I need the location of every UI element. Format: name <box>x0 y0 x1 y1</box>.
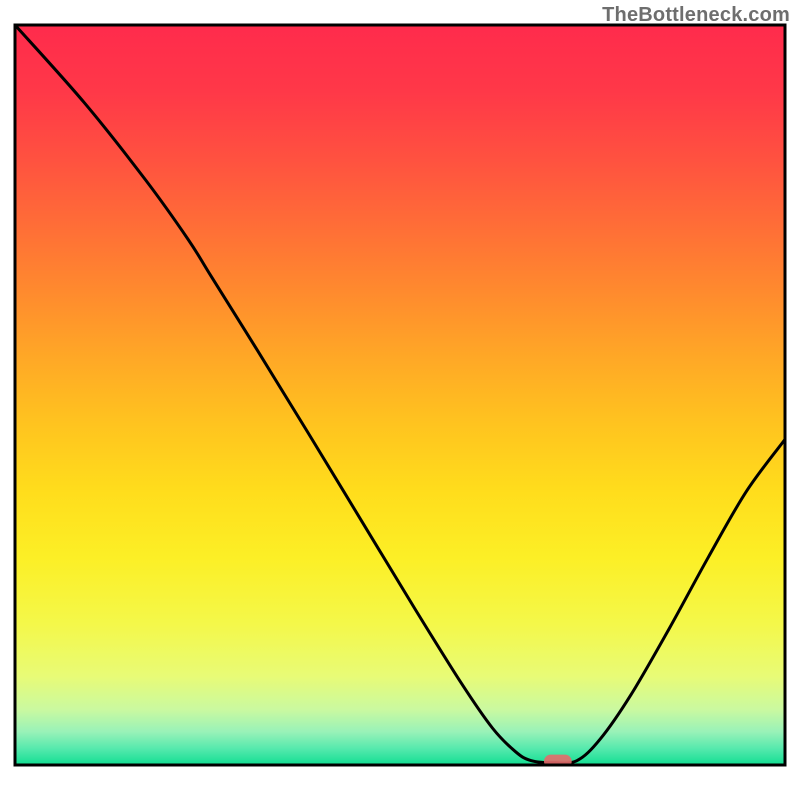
plot-background <box>15 25 785 765</box>
chart-canvas: TheBottleneck.com <box>0 0 800 800</box>
bottleneck-line-chart <box>0 0 800 800</box>
attribution-text: TheBottleneck.com <box>602 4 790 27</box>
